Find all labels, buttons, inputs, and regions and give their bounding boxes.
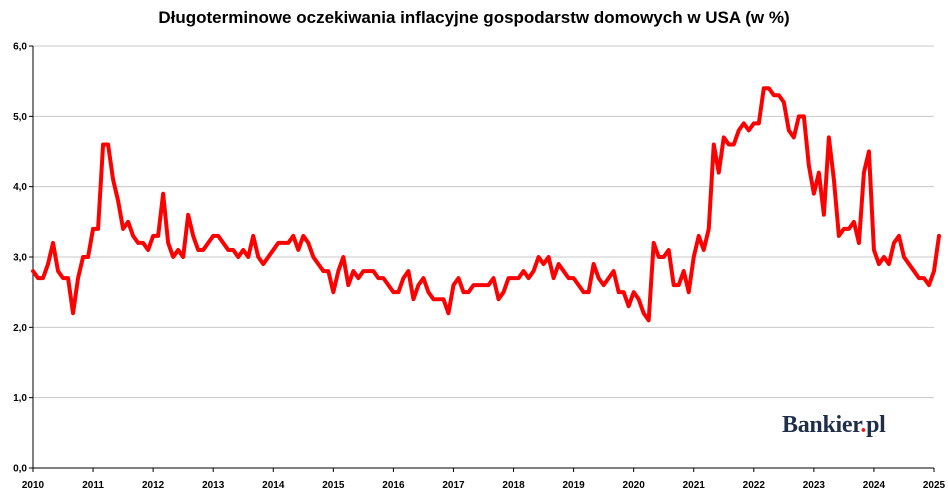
y-tick-label: 0,0 xyxy=(13,464,27,475)
logo-text-dot: . xyxy=(860,412,867,438)
x-tick-label: 2020 xyxy=(623,480,646,491)
x-tick-label: 2016 xyxy=(382,480,405,491)
x-tick-label: 2014 xyxy=(262,480,285,491)
logo-text-main: Bankier xyxy=(782,412,861,438)
x-tick-label: 2015 xyxy=(322,480,345,491)
x-tick-label: 2023 xyxy=(803,480,826,491)
series-layer xyxy=(31,86,942,323)
logo-text-tld: pl xyxy=(866,412,886,438)
x-tick-label: 2022 xyxy=(743,480,766,491)
axes xyxy=(29,45,935,472)
x-tick-label: 2018 xyxy=(502,480,525,491)
y-tick-label: 6,0 xyxy=(13,42,27,53)
y-tick-label: 2,0 xyxy=(13,323,27,334)
y-tick-label: 3,0 xyxy=(13,253,27,264)
x-tick-label: 2017 xyxy=(442,480,465,491)
y-tick-labels: 0,0 1,0 2,0 3,0 4,0 5,0 6,0 xyxy=(13,42,27,475)
y-tick-label: 1,0 xyxy=(13,393,27,404)
x-tick-label: 2021 xyxy=(683,480,706,491)
bankier-logo: Bankier.pl xyxy=(782,412,886,439)
x-tick-label: 2025 xyxy=(923,480,946,491)
x-tick-label: 2013 xyxy=(202,480,225,491)
gridlines xyxy=(33,45,934,469)
y-tick-label: 4,0 xyxy=(13,182,27,193)
x-tick-label: 2024 xyxy=(863,480,886,491)
chart-title: Długoterminowe oczekiwania inflacyjne go… xyxy=(158,8,790,27)
x-tick-labels: 2010 2011 2012 2013 2014 2015 2016 2017 2018 2019… xyxy=(22,480,946,491)
x-tick-label: 2019 xyxy=(562,480,585,491)
y-tick-label: 5,0 xyxy=(13,112,27,123)
x-tick-label: 2010 xyxy=(22,480,45,491)
series-line xyxy=(31,86,942,323)
x-tick-label: 2011 xyxy=(82,480,104,491)
x-tick-label: 2012 xyxy=(142,480,165,491)
